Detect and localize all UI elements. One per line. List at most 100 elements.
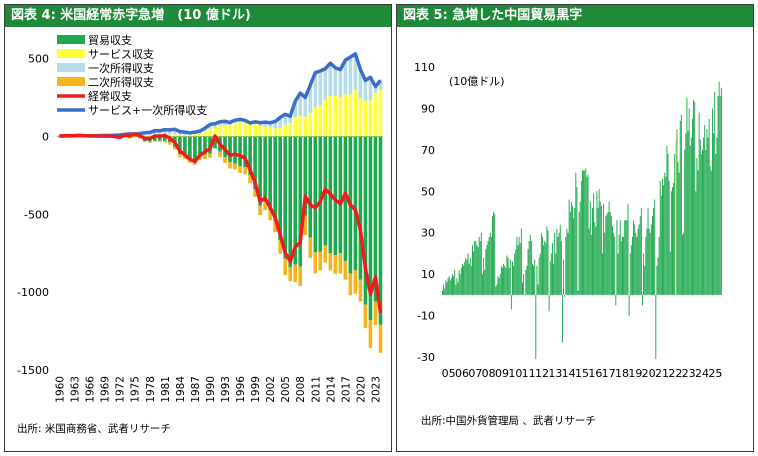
bar <box>592 207 593 295</box>
bar <box>625 220 627 295</box>
bar <box>639 216 641 295</box>
bar-segment <box>303 116 308 137</box>
bar <box>688 108 690 295</box>
bar <box>649 232 651 295</box>
x-tick-label: 2005 <box>280 376 292 403</box>
bar-segment <box>293 101 298 118</box>
bar-segment <box>293 264 298 283</box>
bar <box>485 249 487 295</box>
bar <box>562 294 563 343</box>
bar-segment <box>323 245 328 263</box>
bar <box>678 172 680 295</box>
bar-segment <box>158 136 162 141</box>
bar-segment <box>208 153 212 158</box>
bar-segment <box>378 89 383 137</box>
bar <box>609 212 611 295</box>
bar-segment <box>283 124 288 137</box>
bar-segment <box>233 163 237 170</box>
bar-segment <box>248 136 252 176</box>
x-tick-label: 1960 <box>55 376 67 403</box>
y-tick-label: 500 <box>28 53 49 66</box>
x-tick-label: 1987 <box>190 376 202 403</box>
bar <box>482 274 483 295</box>
bar-segment <box>363 136 368 305</box>
bar <box>676 129 678 295</box>
bar-segment <box>363 100 368 137</box>
bar <box>457 282 459 295</box>
bar <box>685 133 687 295</box>
bar <box>593 193 595 295</box>
bar-segment <box>318 71 323 106</box>
bar <box>529 234 531 295</box>
y-tick-label: -1500 <box>17 364 49 377</box>
bar-segment <box>188 136 192 160</box>
x-tick-label: 23 <box>682 367 696 380</box>
bar-segment <box>298 115 303 137</box>
bar <box>536 265 538 295</box>
x-tick-label: 1984 <box>175 376 187 403</box>
bar-segment <box>368 100 373 137</box>
y-tick-label: 30 <box>421 227 435 240</box>
legend-label: サービス収支 <box>88 48 154 61</box>
y-tick-label: 110 <box>414 61 435 74</box>
bar-segment <box>223 136 227 158</box>
bar-segment <box>333 136 338 256</box>
y-tick-label: -10 <box>417 310 435 323</box>
bar-segment <box>263 126 267 137</box>
bar <box>553 263 555 295</box>
y-tick-label: 90 <box>421 102 435 115</box>
bar <box>503 263 505 295</box>
x-tick-label: 08 <box>482 367 496 380</box>
bar-segment <box>132 136 137 138</box>
bar <box>637 228 639 295</box>
figure-4-body: 500 0 -500 -1000 -1500 1960 1963 1966 1969 1972 19… <box>5 27 391 451</box>
bar-segment <box>313 252 318 274</box>
x-tick-label: 2020 <box>355 376 367 403</box>
bar <box>653 207 655 295</box>
bar <box>504 265 506 295</box>
bar <box>547 230 549 295</box>
bar <box>464 261 466 295</box>
bar-segment <box>333 255 338 274</box>
bar <box>622 236 623 295</box>
bar <box>718 81 720 295</box>
bar <box>619 220 621 295</box>
bar <box>648 228 650 295</box>
bar-segment <box>303 97 308 117</box>
bar-segment <box>198 136 202 157</box>
bar-segment <box>258 205 262 216</box>
bar <box>613 232 615 295</box>
legend-swatch <box>57 35 85 44</box>
x-tick-label: 2017 <box>340 376 352 403</box>
bar <box>689 145 691 295</box>
bar-segment <box>353 89 358 137</box>
bar <box>597 207 599 295</box>
x-tick-label: 09 <box>495 367 509 380</box>
bar-segment <box>303 215 308 235</box>
bar <box>473 251 475 295</box>
bar <box>564 294 566 297</box>
x-tick-label: 1972 <box>115 376 127 403</box>
figure-4-panel: 図表 4: 米国経常赤字急増 (10 億ドル) 500 0 -500 -1000 -15… <box>4 4 392 452</box>
bar-segment <box>353 270 358 294</box>
bar <box>670 191 672 295</box>
bar-segment <box>233 123 237 137</box>
bar <box>442 290 443 295</box>
bar <box>519 243 521 295</box>
bar <box>563 259 565 295</box>
bar <box>508 267 510 295</box>
bar <box>555 253 557 295</box>
x-tick-label: 1975 <box>130 376 142 403</box>
y-tick-label: 50 <box>421 185 435 198</box>
bar <box>623 236 625 295</box>
x-tick-label: 22 <box>668 367 682 380</box>
bar-segment <box>343 94 348 137</box>
bar <box>454 270 456 295</box>
bar-segment <box>238 122 242 137</box>
bar <box>645 236 647 295</box>
bar-segment <box>373 86 378 93</box>
bar-segment <box>293 136 298 265</box>
bar <box>474 241 476 295</box>
bar-segment <box>298 136 303 267</box>
